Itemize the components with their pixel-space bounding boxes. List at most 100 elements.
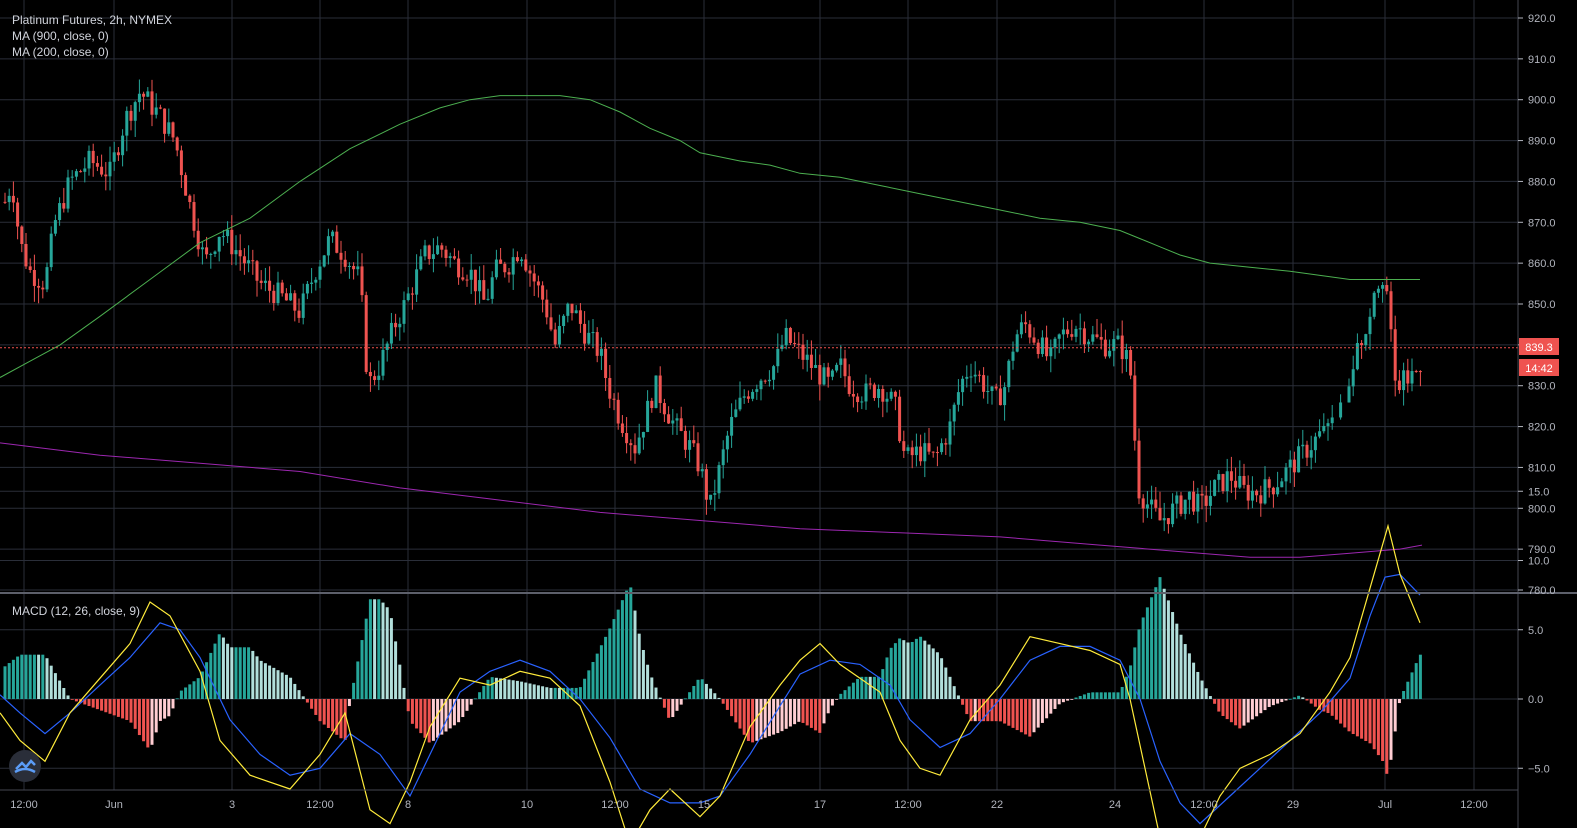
candle-body xyxy=(944,443,948,445)
candle-body xyxy=(931,451,935,453)
candle-body xyxy=(116,152,120,156)
ma200-legend[interactable]: MA (200, close, 0) xyxy=(12,45,109,59)
macd-histogram-bar xyxy=(763,699,767,738)
candle-body xyxy=(205,247,209,255)
candle-body xyxy=(1255,490,1259,496)
candle-body xyxy=(1284,467,1288,482)
macd-histogram-bar xyxy=(196,678,200,699)
candle-body xyxy=(1351,369,1355,387)
candle-body xyxy=(478,280,482,292)
macd-histogram-bar xyxy=(788,699,792,727)
macd-histogram-bar xyxy=(1095,692,1099,699)
candle-body xyxy=(108,161,112,177)
macd-histogram-bar xyxy=(629,587,633,699)
macd-histogram-bar xyxy=(1087,692,1091,699)
macd-histogram-bar xyxy=(490,677,494,699)
candle-body xyxy=(415,269,419,295)
macd-histogram-bar xyxy=(255,656,259,699)
macd-histogram-bar xyxy=(675,699,679,711)
macd-histogram-bar xyxy=(608,628,612,699)
candle-body xyxy=(427,245,431,259)
macd-histogram-bar xyxy=(566,687,570,699)
candle-body xyxy=(24,244,28,267)
price-axis[interactable]: 920.0 910.0 900.0 890.0 880.0 870.0 860.0 850.0… xyxy=(1518,13,1556,597)
macd-histogram-bar xyxy=(1414,663,1418,699)
ma900-legend[interactable]: MA (900, close, 0) xyxy=(12,29,109,43)
candle-body xyxy=(163,108,167,134)
macd-histogram-bar xyxy=(898,638,902,699)
candle-body xyxy=(721,449,725,466)
candle-body xyxy=(1313,436,1317,451)
candle-body xyxy=(1166,518,1170,525)
macd-histogram-bar xyxy=(1322,699,1326,712)
candle-body xyxy=(1318,431,1322,437)
candle-body xyxy=(1120,335,1124,360)
macd-histogram-bar xyxy=(721,699,725,704)
macd-histogram-bar xyxy=(238,647,242,699)
macd-histogram-bar xyxy=(1032,699,1036,733)
macd-histogram-bar xyxy=(801,699,805,723)
candle-body xyxy=(448,256,452,259)
candle-body xyxy=(830,370,834,377)
macd-histogram-bar xyxy=(1179,634,1183,699)
macd-histogram-bar xyxy=(24,654,28,699)
candle-body xyxy=(507,272,511,275)
symbol-title[interactable]: Platinum Futures, 2h, NYMEX xyxy=(12,13,173,27)
macd-histogram-bar xyxy=(1259,699,1263,714)
macd-histogram-bar xyxy=(58,680,62,699)
macd-histogram-bar xyxy=(1330,699,1334,716)
candle-body xyxy=(612,398,616,400)
macd-histogram-bar xyxy=(1280,699,1284,703)
macd-histogram-bar xyxy=(704,683,708,699)
macd-histogram-bar xyxy=(305,699,309,703)
macd-histogram-bar xyxy=(755,699,759,741)
candle-body xyxy=(1196,493,1200,512)
macd-histogram-bar xyxy=(583,678,587,699)
candle-body xyxy=(1145,504,1149,509)
candle-body xyxy=(776,348,780,367)
candle-body xyxy=(835,364,839,371)
candle-body xyxy=(587,332,591,344)
candle-body xyxy=(1095,334,1099,337)
macd-histogram-bar xyxy=(179,690,183,699)
macd-histogram-bar xyxy=(893,643,897,699)
macd-histogram-bar xyxy=(49,665,53,699)
time-axis[interactable]: 12:00 Jun 3 12:00 8 10 12:00 15 17 12:00 22 24 12:00… xyxy=(10,799,1488,811)
candle-body xyxy=(906,447,910,451)
candle-body xyxy=(268,280,272,291)
candle-body xyxy=(200,247,204,250)
candle-body xyxy=(121,135,125,156)
candle-body xyxy=(1221,474,1225,492)
candle-body xyxy=(881,388,885,402)
countdown-label-bg xyxy=(1519,359,1559,376)
candle-body xyxy=(343,259,347,267)
macd-histogram-bar xyxy=(1410,672,1414,699)
macd-histogram-bar xyxy=(1196,671,1200,699)
candle-body xyxy=(167,122,171,134)
macd-histogram-bar xyxy=(927,644,931,699)
macd-histogram-bar xyxy=(952,686,956,699)
macd-histogram-bar xyxy=(423,699,427,738)
macd-histogram-bar xyxy=(137,699,141,736)
price-tick-label: 780.0 xyxy=(1528,585,1556,597)
candle-body xyxy=(226,229,230,237)
candle-body xyxy=(1297,446,1301,473)
tradingview-logo[interactable] xyxy=(9,750,41,782)
macd-histogram-bar xyxy=(1175,623,1179,699)
macd-histogram-bar xyxy=(1099,692,1103,699)
macd-legend[interactable]: MACD (12, 26, close, 9) xyxy=(12,604,141,618)
macd-axis[interactable]: 15.010.05.00.0−5.0−10.0 xyxy=(1518,486,1556,828)
candle-body xyxy=(595,332,599,356)
candle-body xyxy=(331,231,335,237)
macd-histogram-bar xyxy=(700,679,704,699)
candle-body xyxy=(465,279,469,281)
macd-histogram-bar xyxy=(415,699,419,729)
candle-body xyxy=(969,376,973,378)
candle-body xyxy=(1150,499,1154,505)
macd-histogram-bar xyxy=(465,699,469,711)
macd-histogram-bar xyxy=(776,699,780,734)
candle-body xyxy=(385,343,389,351)
candle-body xyxy=(818,364,822,385)
candle-body xyxy=(259,280,263,283)
